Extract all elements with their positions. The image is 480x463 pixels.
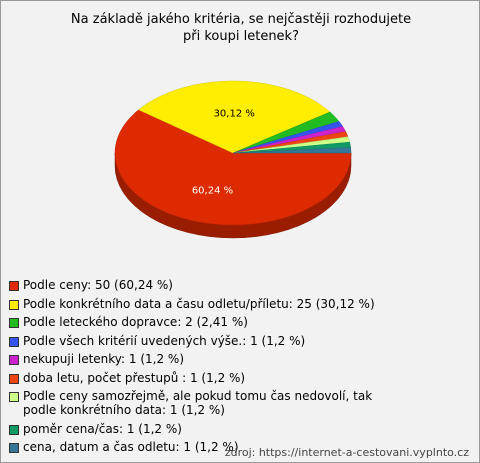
chart-title: Na základě jakého kritéria, se nejčastěj… bbox=[70, 12, 412, 44]
legend-entry: Podle konkrétního data a času odletu/pří… bbox=[9, 297, 409, 311]
legend-entry: cena, datum a čas odletu: 1 (1,2 %) bbox=[9, 440, 409, 454]
slice-label: 60,24 % bbox=[192, 186, 233, 197]
pie-area: 60,24 % 30,12 % bbox=[114, 80, 352, 239]
legend-label: Podle konkrétního data a času odletu/pří… bbox=[23, 296, 375, 311]
legend-entry: Podle všech kritérií uvedených výše.: 1 … bbox=[9, 334, 409, 348]
legend-label: Podle všech kritérií uvedených výše.: 1 … bbox=[23, 333, 306, 348]
legend-label: Podle ceny samozřejmě, ale pokud tomu ča… bbox=[23, 389, 373, 417]
legend-entry: doba letu, počet přestupů : 1 (1,2 %) bbox=[9, 371, 409, 385]
slice bbox=[114, 109, 352, 226]
legend-entry: Podle ceny samozřejmě, ale pokud tomu ča… bbox=[9, 389, 409, 417]
legend-entry: Podle ceny: 50 (60,24 %) bbox=[9, 278, 409, 292]
source: zdroj: https://internet-a-cestovani.vypl… bbox=[224, 446, 469, 459]
legend-entry: nekupuji letenky: 1 (1,2 %) bbox=[9, 352, 409, 366]
legend-label: Podle ceny: 50 (60,24 %) bbox=[23, 278, 173, 292]
legend-swatch bbox=[9, 281, 19, 291]
legend-label: cena, datum a čas odletu: 1 (1,2 %) bbox=[23, 440, 239, 454]
legend-label: nekupuji letenky: 1 (1,2 %) bbox=[23, 352, 185, 366]
legend-swatch bbox=[9, 424, 19, 435]
slice-label: 30,12 % bbox=[214, 108, 255, 119]
legend: Podle ceny: 50 (60,24 %) Podle konkrétníh… bbox=[9, 278, 409, 459]
legend-swatch bbox=[9, 299, 19, 310]
legend-swatch bbox=[9, 373, 19, 384]
legend-swatch bbox=[9, 318, 19, 328]
legend-label: poměr cena/čas: 1 (1,2 %) bbox=[23, 421, 182, 436]
legend-swatch bbox=[9, 355, 19, 365]
legend-swatch bbox=[9, 336, 19, 347]
slice bbox=[232, 147, 352, 154]
legend-label: doba letu, počet přestupů : 1 (1,2 %) bbox=[23, 370, 246, 385]
slice bbox=[138, 80, 331, 154]
legend-entry: poměr cena/čas: 1 (1,2 %) bbox=[9, 422, 409, 436]
legend-swatch bbox=[9, 392, 19, 402]
legend-label: Podle leteckého dopravce: 2 (2,41 %) bbox=[23, 315, 248, 329]
legend-swatch bbox=[9, 443, 19, 453]
legend-entry: Podle leteckého dopravce: 2 (2,41 %) bbox=[9, 315, 409, 329]
